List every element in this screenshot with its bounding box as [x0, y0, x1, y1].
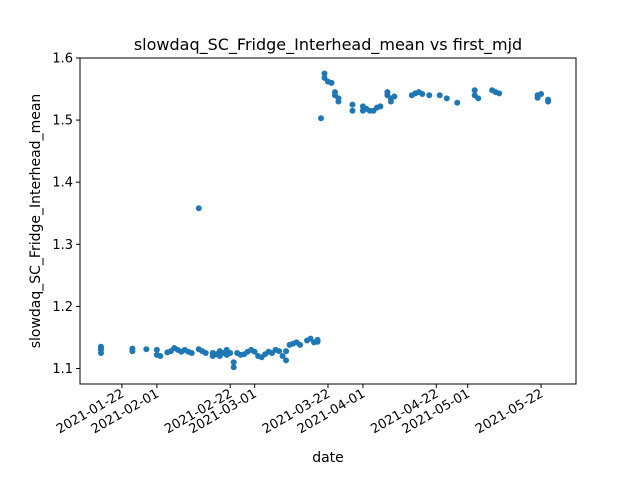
data-point [97, 344, 104, 351]
data-point [318, 115, 325, 122]
data-point [328, 79, 335, 86]
data-point [276, 348, 283, 355]
data-point [454, 99, 461, 106]
data-point [297, 341, 304, 348]
data-point [283, 348, 290, 355]
data-point [202, 349, 209, 356]
data-point [471, 87, 478, 94]
data-point [436, 92, 443, 99]
data-point [349, 101, 356, 108]
y-axis-label: slowdaq_SC_Fridge_Interhead_mean [28, 94, 44, 349]
data-point [426, 92, 433, 99]
chart-title: slowdaq_SC_Fridge_Interhead_mean vs firs… [134, 35, 522, 55]
data-point [129, 348, 136, 355]
data-point [279, 353, 286, 360]
data-point [335, 98, 342, 105]
y-tick-label: 1.6 [52, 52, 73, 67]
data-point [153, 346, 160, 353]
data-point [283, 357, 290, 364]
data-point [157, 353, 164, 360]
data-point [538, 91, 545, 98]
data-point [443, 95, 450, 102]
data-point [349, 107, 356, 114]
y-tick-label: 1.4 [52, 176, 73, 191]
data-point [251, 348, 258, 355]
data-point [377, 103, 384, 110]
data-point [314, 338, 321, 345]
data-point [195, 205, 202, 212]
data-point [475, 95, 482, 102]
data-point [391, 93, 398, 100]
data-point [321, 70, 328, 77]
data-point [227, 349, 234, 356]
data-point [419, 91, 426, 98]
y-tick-label: 1.3 [52, 238, 73, 253]
data-point [143, 346, 150, 353]
data-point [387, 98, 394, 105]
data-point [496, 90, 503, 97]
data-point [230, 359, 237, 366]
data-point [230, 364, 237, 371]
y-tick-label: 1.5 [52, 114, 73, 129]
x-axis-label: date [312, 450, 344, 466]
y-tick-label: 1.2 [52, 300, 73, 315]
y-tick-label: 1.1 [52, 362, 73, 377]
data-point [97, 349, 104, 356]
data-point [188, 349, 195, 356]
data-point [545, 98, 552, 105]
